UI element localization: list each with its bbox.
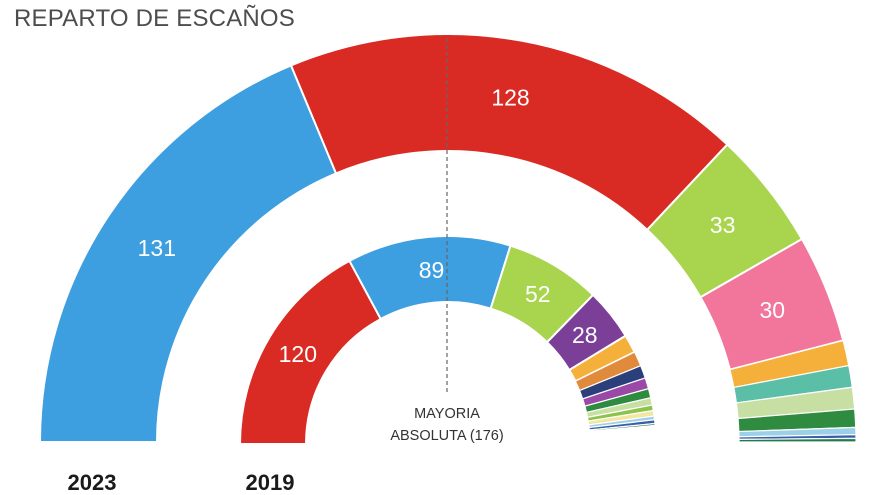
seat-segment-2023-10	[738, 437, 857, 443]
seat-segment-2023-1	[289, 33, 729, 232]
majority-label-line2: ABSOLUTA (176)	[390, 428, 503, 444]
seat-label-2023-0: 131	[138, 235, 176, 261]
year-label-2019: 2019	[246, 470, 295, 495]
seat-label-2019-0: 120	[279, 341, 317, 367]
majority-label-line1: MAYORIA	[414, 406, 480, 422]
seat-label-2023-1: 128	[491, 85, 529, 111]
seat-segment-2019-14	[588, 422, 656, 432]
seat-label-2023-2: 33	[710, 212, 736, 238]
ring-2023: 131 128 33 30	[38, 33, 857, 443]
chart-title: REPARTO DE ESCAÑOS	[14, 5, 296, 32]
seat-label-2023-3: 30	[760, 297, 786, 323]
ring-2019: 120 89 52 28	[238, 235, 656, 445]
seat-label-2019-1: 89	[419, 257, 445, 283]
seat-label-2019-3: 28	[572, 322, 598, 348]
year-label-2023: 2023	[68, 470, 117, 495]
seat-label-2019-2: 52	[525, 281, 551, 307]
